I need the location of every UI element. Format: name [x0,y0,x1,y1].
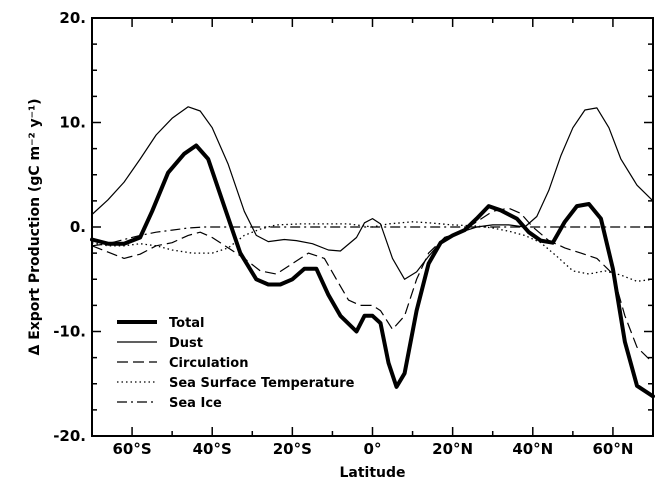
x-tick-label: 0° [364,440,382,458]
legend: Total Dust Circulation Sea Surface Temperat… [117,316,355,411]
series-line-circulation [91,207,654,364]
series-line-total [90,143,655,399]
tick-labels: 60°S 40°S 20°S 0° 20°N 40°N 60°N 20. 10. 0. -10. -2… [53,9,633,458]
x-tick-label: 60°N [592,440,633,458]
legend-label: Dust [169,336,203,351]
series-lines [90,106,655,399]
y-axis-title: Δ Export Production (gC m⁻² y⁻¹) [27,98,43,355]
series-line-sea-ice [91,226,653,247]
y-tick-label: 10. [59,114,86,132]
x-axis-title: Latitude [339,465,405,481]
series-line-dust [91,106,654,280]
legend-label: Circulation [169,356,248,371]
plot-frame [91,17,654,437]
legend-label: Sea Ice [169,396,222,411]
y-tick-label: -10. [53,323,86,341]
y-tick-label: 20. [59,9,86,27]
legend-label: Sea Surface Temperature [169,376,355,391]
x-tick-label: 20°S [273,440,312,458]
legend-label: Total [169,316,205,331]
series-line-sea-surface-temperature [91,221,654,282]
x-tick-label: 40°S [193,440,232,458]
x-tick-label: 20°N [432,440,473,458]
y-tick-label: 0. [70,218,86,236]
x-tick-label: 40°N [512,440,553,458]
x-tick-label: 60°S [112,440,151,458]
y-tick-label: -20. [53,427,86,445]
